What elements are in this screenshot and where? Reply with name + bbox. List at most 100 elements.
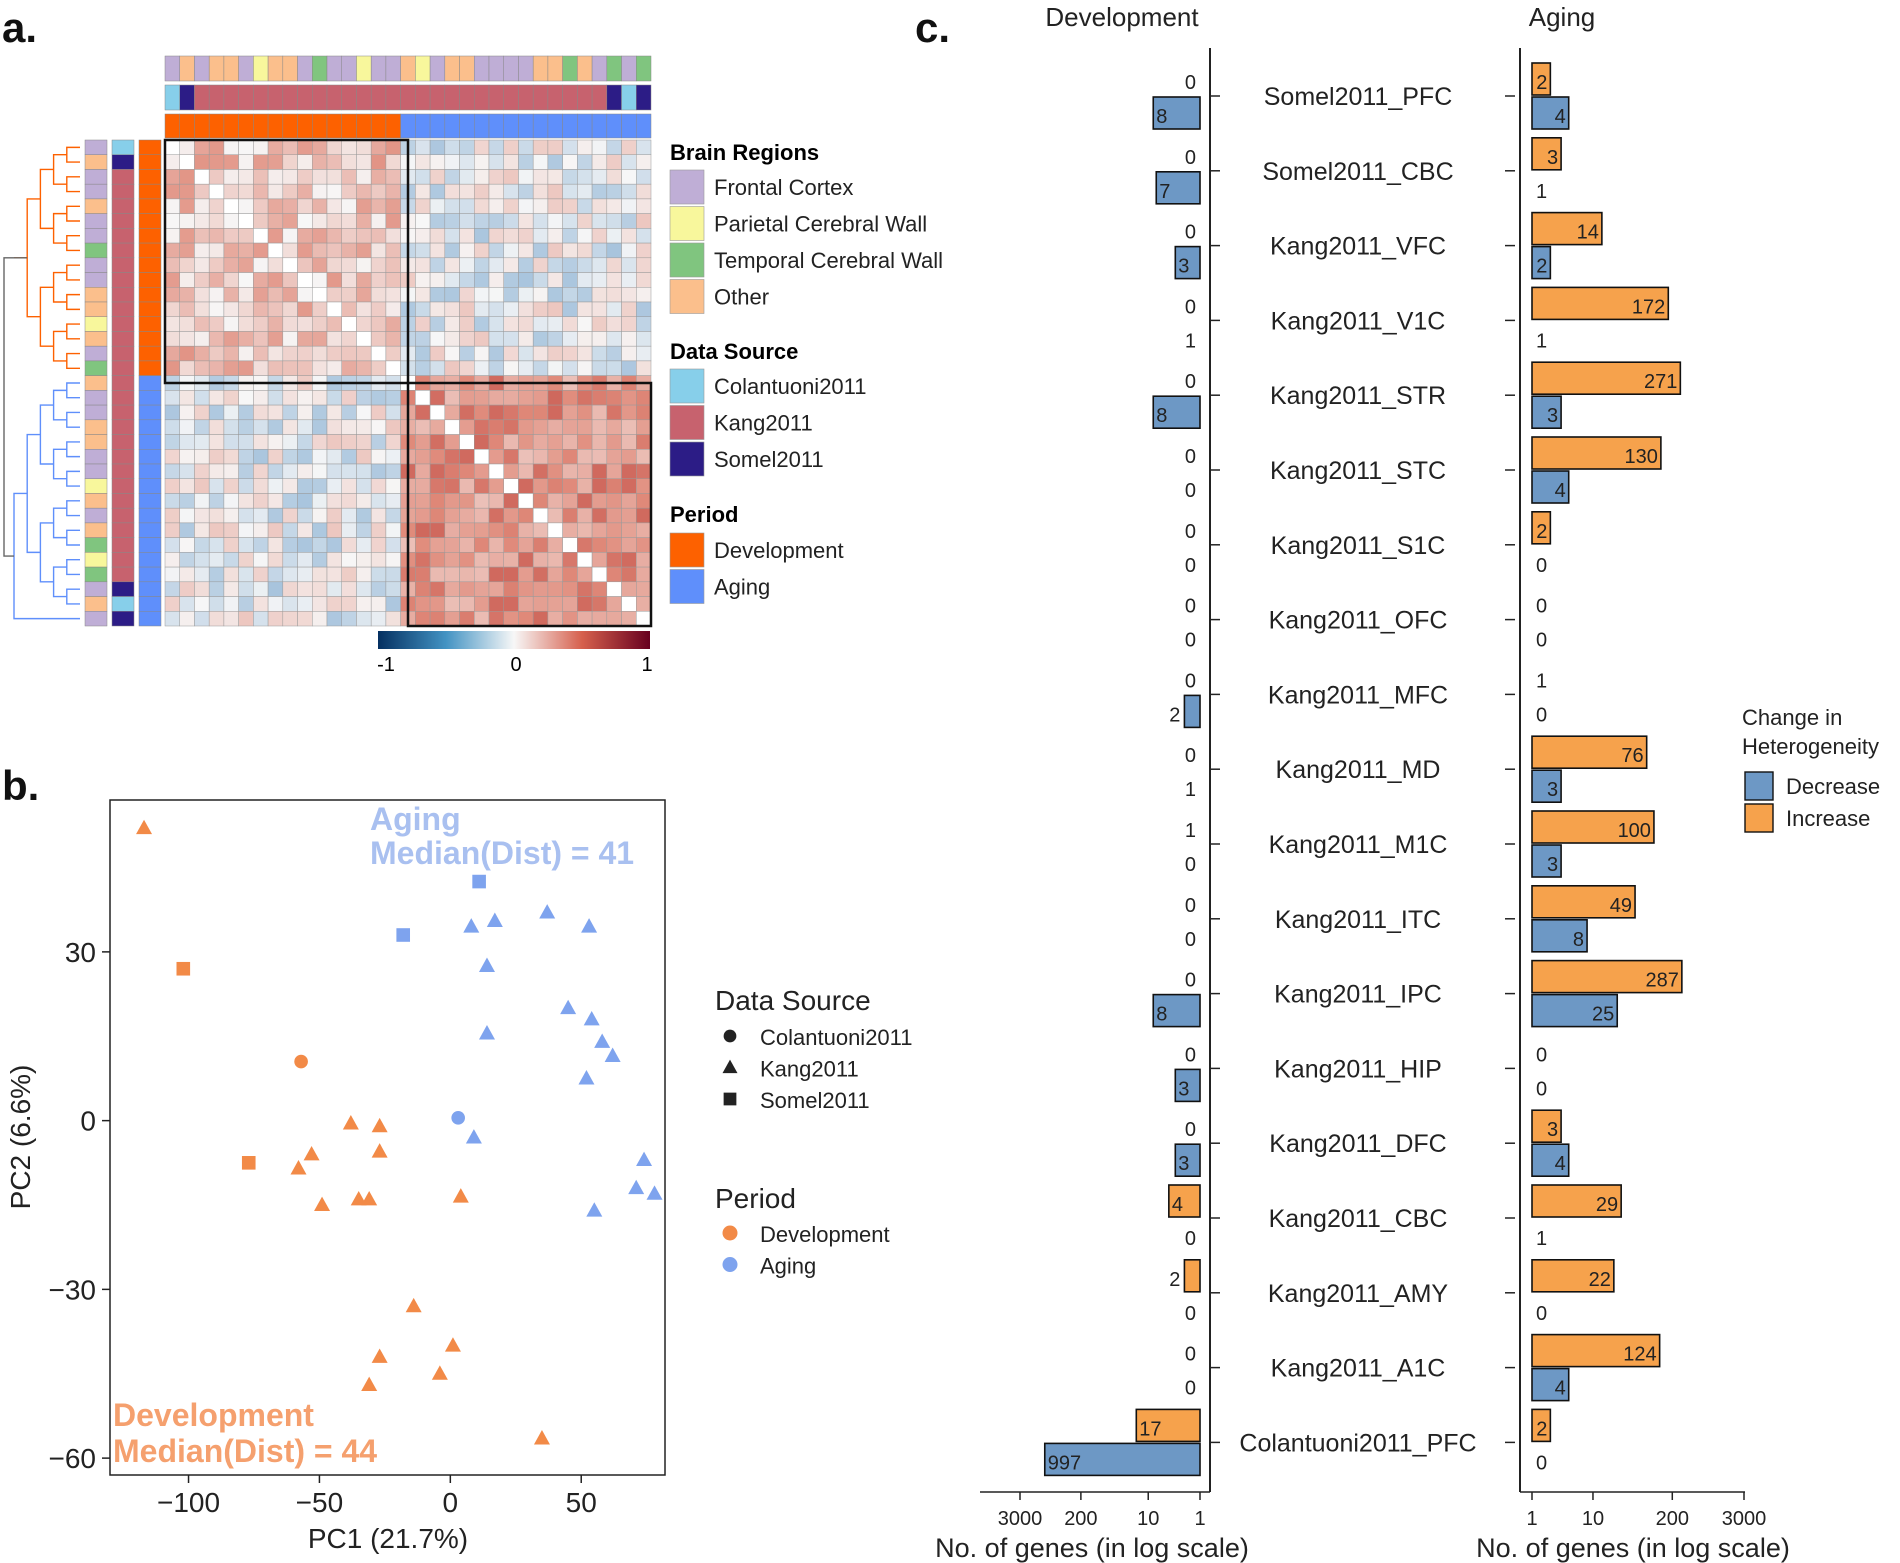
heatmap-cell <box>297 198 313 214</box>
aging-increase-bar <box>1531 1259 1615 1293</box>
legend-data-source-label: Colantuoni2011 <box>714 374 867 399</box>
heatmap-cell <box>282 154 298 170</box>
column-annotation-period <box>562 113 578 139</box>
heatmap-cell <box>532 154 549 170</box>
category-label: Kang2011_HIP <box>1274 1055 1442 1083</box>
dendrogram-branch <box>66 411 80 428</box>
heatmap-cell <box>503 434 519 450</box>
annotation-aging-title: Aging <box>370 801 461 837</box>
heatmap-cell <box>370 139 387 155</box>
heatmap-cell <box>621 213 637 229</box>
heatmap-cell <box>223 566 239 583</box>
heatmap-cell <box>606 537 622 553</box>
heatmap-cell <box>444 463 460 479</box>
column-annotation-region <box>532 55 549 82</box>
heatmap-cell <box>636 596 652 612</box>
heatmap-cell <box>312 611 328 627</box>
heatmap-cell <box>297 390 313 406</box>
heatmap-cell <box>223 272 239 288</box>
y-tick-label: −60 <box>49 1443 97 1474</box>
heatmap-cell <box>164 169 180 185</box>
category-label: Kang2011_IPC <box>1274 981 1442 1009</box>
category-label: Kang2011_V1C <box>1271 307 1446 335</box>
heatmap-cell <box>488 316 504 332</box>
heatmap-cell <box>282 493 298 509</box>
heatmap-cell <box>267 419 284 435</box>
development-decrease-label: 8 <box>1156 106 1167 128</box>
heatmap-cell <box>606 242 622 259</box>
column-annotation-source <box>621 84 637 111</box>
heatmap-cell <box>547 419 563 435</box>
heatmap-cell <box>194 213 210 229</box>
heatmap-cell <box>518 228 534 244</box>
heatmap-cell <box>429 449 446 465</box>
heatmap-cell <box>208 331 225 347</box>
heatmap-cell <box>356 537 372 553</box>
heatmap-cell <box>444 272 460 288</box>
aging-x-tick-label: 200 <box>1656 1508 1689 1530</box>
heatmap-cell <box>341 449 357 465</box>
heatmap-cell <box>518 434 534 450</box>
heatmap-cell <box>164 228 180 244</box>
heatmap-cell <box>341 257 357 273</box>
heatmap-cell <box>326 463 342 479</box>
row-annotation-region <box>84 272 108 288</box>
heatmap-cell <box>356 360 372 376</box>
heatmap-cell <box>223 316 239 332</box>
column-annotation-period <box>444 113 460 139</box>
heatmap-cell <box>223 139 239 155</box>
heatmap-cell <box>488 581 504 597</box>
aging-increase-label: 49 <box>1610 895 1632 917</box>
heatmap-cell <box>370 552 387 568</box>
heatmap-cell <box>194 581 210 597</box>
legend-brain-region-label: Other <box>714 285 769 310</box>
heatmap-cell <box>547 566 563 583</box>
heatmap-cell <box>606 139 622 155</box>
heatmap-cell <box>370 478 387 494</box>
category-label: Kang2011_OFC <box>1269 607 1448 635</box>
legend-brain-region-label: Frontal Cortex <box>714 175 853 200</box>
heatmap-cell <box>415 287 431 303</box>
category-label: Kang2011_A1C <box>1271 1355 1446 1383</box>
heatmap-cell <box>282 257 298 273</box>
heatmap-cell <box>341 345 357 362</box>
heatmap-cell <box>429 507 446 524</box>
heatmap-cell <box>297 316 313 332</box>
row-annotation-region <box>84 287 108 303</box>
heatmap-cell <box>297 301 313 317</box>
row-annotation-region <box>84 463 108 479</box>
heatmap-cell <box>474 198 490 214</box>
heatmap-cell <box>562 242 578 259</box>
heatmap-cell <box>341 360 357 376</box>
heatmap-cell <box>223 434 239 450</box>
heatmap-cell <box>341 522 357 538</box>
dendrogram-branch <box>66 529 80 546</box>
heatmap-cell <box>591 198 608 214</box>
row-annotation-source <box>111 183 135 200</box>
heatmap-cell <box>547 139 563 155</box>
heatmap-cell <box>444 596 460 612</box>
colorbar-tick-min: -1 <box>377 654 395 676</box>
row-annotation-source <box>111 478 135 494</box>
column-annotation-period <box>238 113 254 139</box>
heatmap-cell <box>238 449 254 465</box>
heatmap-cell <box>208 360 225 376</box>
column-annotation-period <box>459 113 475 139</box>
heatmap-cell <box>562 419 578 435</box>
row-annotation-region <box>84 198 108 214</box>
heatmap-cell <box>356 228 372 244</box>
heatmap-cell <box>253 154 269 170</box>
heatmap-cell <box>488 434 504 450</box>
heatmap-cell <box>267 228 284 244</box>
heatmap-cell <box>208 228 225 244</box>
column-annotation-region <box>577 55 593 82</box>
heatmap-cell <box>253 242 269 259</box>
legend-brain-region-swatch <box>669 169 705 205</box>
row-annotation-period <box>138 287 162 303</box>
heatmap-cell <box>238 169 254 185</box>
heatmap-cell <box>253 301 269 317</box>
column-annotation-region <box>415 55 431 82</box>
scatter-point-development-triangle <box>444 1337 461 1352</box>
row-annotation-period <box>138 434 162 450</box>
heatmap-cell <box>282 360 298 376</box>
